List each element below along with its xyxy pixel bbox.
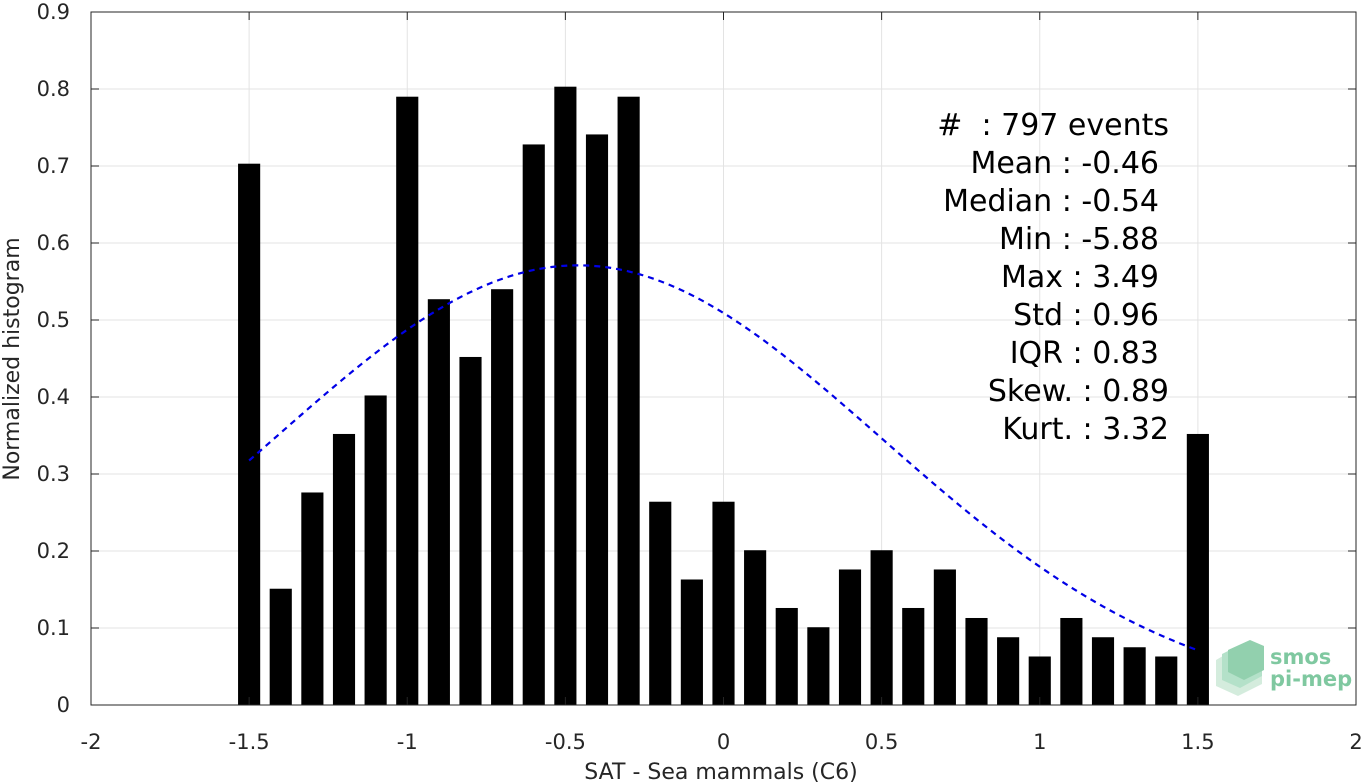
histogram-bar <box>712 501 735 705</box>
histogram-bar <box>396 96 419 705</box>
x-tick-label: 0 <box>717 730 730 754</box>
histogram-bar <box>1028 656 1051 705</box>
y-tick-label: 0.8 <box>37 77 70 101</box>
logo-mark-icon <box>1216 640 1264 696</box>
histogram-bar <box>870 550 893 705</box>
statistic-line: Std : 0.96 <box>1013 298 1159 333</box>
histogram-bar <box>554 86 577 705</box>
y-axis-title: Normalized histogram <box>0 237 25 480</box>
statistic-line: Min : -5.88 <box>999 222 1159 257</box>
statistic-line: IQR : 0.83 <box>1010 336 1159 371</box>
histogram-bar <box>1155 656 1178 705</box>
histogram-bar <box>1091 637 1115 705</box>
x-tick-labels: -2 -1.5 -1 -0.5 0 0.5 1 1.5 2 <box>81 730 1363 754</box>
histogram-bar <box>427 299 450 705</box>
histogram-bar <box>269 588 292 705</box>
histogram-bar <box>807 627 830 705</box>
histogram-bar <box>838 569 862 705</box>
y-tick-label: 0.7 <box>37 154 70 178</box>
histogram-bar <box>459 356 482 705</box>
histogram-bar <box>364 395 387 705</box>
x-tick-label: -0.5 <box>545 730 586 754</box>
x-tick-label: 1 <box>1033 730 1046 754</box>
y-tick-label: 0 <box>57 693 70 717</box>
histogram-bar <box>617 96 640 705</box>
y-tick-labels: 0 0.1 0.2 0.3 0.4 0.5 0.6 0.7 0.8 0.9 <box>37 0 70 717</box>
logo-text-pi-mep: pi-mep <box>1270 667 1352 691</box>
histogram-bar <box>332 433 356 705</box>
histogram-bar <box>775 607 798 705</box>
statistic-line: Skew. : 0.89 <box>988 374 1169 409</box>
histogram-bar <box>902 607 925 705</box>
histogram-bar <box>680 579 703 705</box>
x-tick-label: -2 <box>81 730 102 754</box>
histogram-bar <box>1123 647 1146 705</box>
y-tick-label: 0.9 <box>37 0 70 24</box>
y-tick-label: 0.6 <box>37 231 70 255</box>
histogram-bar <box>301 492 324 705</box>
y-tick-label: 0.4 <box>37 385 70 409</box>
statistic-line: Mean : -0.46 <box>970 146 1159 181</box>
statistic-line: Median : -0.54 <box>943 184 1159 219</box>
histogram-bar <box>1186 433 1209 705</box>
histogram-bar <box>585 134 609 705</box>
bars <box>238 86 1209 705</box>
histogram-bar <box>933 569 956 705</box>
smos-pi-mep-logo: smos pi-mep <box>1216 640 1352 696</box>
x-tick-label: 2 <box>1349 730 1362 754</box>
histogram-bar <box>491 289 514 705</box>
y-tick-label: 0.5 <box>37 308 70 332</box>
histogram-bar <box>744 550 767 705</box>
y-tick-label: 0.1 <box>37 616 70 640</box>
x-tick-label: 1.5 <box>1181 730 1214 754</box>
x-tick-label: 0.5 <box>865 730 898 754</box>
histogram-bar <box>649 501 672 705</box>
axis-ticks <box>90 11 1357 706</box>
normal-fit-curve <box>248 264 1199 652</box>
statistic-line: # : 797 events <box>937 108 1169 143</box>
statistic-line: Max : 3.49 <box>1001 260 1159 295</box>
logo-text-smos: smos <box>1270 645 1331 669</box>
x-axis-title: SAT - Sea mammals (C6) <box>584 760 857 784</box>
statistic-line: Kurt. : 3.32 <box>1002 412 1169 447</box>
histogram-bar <box>965 617 988 705</box>
histogram-bar <box>238 163 261 705</box>
histogram-bar <box>997 637 1020 705</box>
x-tick-label: -1 <box>397 730 418 754</box>
y-tick-label: 0.2 <box>37 539 70 563</box>
histogram-bar <box>522 144 545 705</box>
histogram-bar <box>1060 617 1083 705</box>
x-tick-label: -1.5 <box>229 730 270 754</box>
y-tick-label: 0.3 <box>37 462 70 486</box>
